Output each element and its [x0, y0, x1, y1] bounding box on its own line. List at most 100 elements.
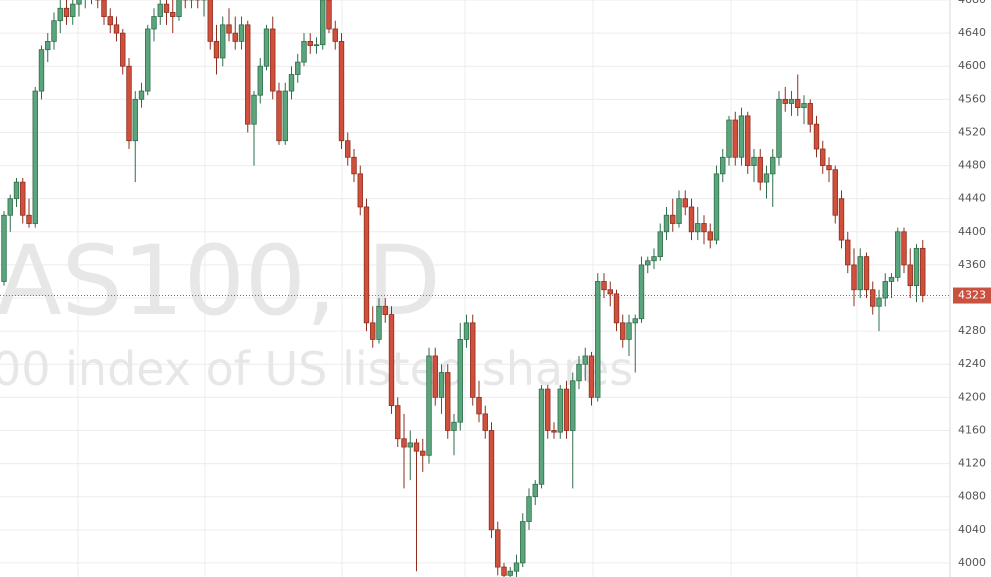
candle-body — [107, 16, 113, 26]
candle-body — [738, 115, 745, 158]
candle-body — [651, 256, 657, 262]
candle-body — [813, 123, 820, 150]
candle-body — [807, 103, 813, 125]
candle-body — [513, 562, 520, 572]
candle-body — [457, 339, 463, 423]
y-tick-label: 4000 — [958, 556, 986, 569]
candle-body — [857, 256, 863, 291]
y-tick-label: 4600 — [958, 59, 986, 72]
candle-body — [488, 430, 495, 531]
candle-body — [538, 388, 545, 485]
candle-body — [338, 40, 345, 142]
candle-body — [332, 28, 338, 42]
candle-body — [638, 264, 645, 320]
candle-body — [282, 90, 288, 142]
candle-body — [495, 529, 501, 568]
candle-body — [820, 148, 826, 166]
candle-body — [695, 223, 701, 233]
candle-body — [232, 32, 238, 42]
candle-body — [432, 355, 438, 398]
candle-body — [270, 28, 276, 92]
candle-body — [620, 322, 626, 340]
candle-body — [451, 421, 457, 431]
candle-body — [288, 74, 295, 92]
candle-body — [732, 119, 738, 158]
candle-body — [313, 44, 320, 47]
candle-body — [557, 388, 563, 433]
candle-body — [863, 256, 870, 291]
candle-body — [726, 119, 732, 158]
candle-body — [220, 24, 226, 59]
y-tick-label: 4120 — [958, 457, 986, 470]
candle-body — [501, 566, 507, 576]
candle-body — [720, 156, 726, 175]
candle-body — [295, 61, 301, 75]
candle-body — [688, 206, 695, 233]
candle-body — [307, 40, 313, 46]
candle-body — [895, 231, 901, 278]
candle-body — [163, 3, 170, 13]
candle-body — [345, 140, 351, 158]
candle-body — [113, 24, 120, 34]
candle-body — [120, 32, 126, 67]
candle-body — [251, 94, 257, 125]
candle-body — [170, 12, 176, 17]
y-tick-label: 4160 — [958, 423, 986, 436]
candle-body — [913, 247, 920, 287]
candle-body — [226, 24, 232, 34]
candle-body — [507, 570, 513, 576]
candle-body — [570, 380, 576, 431]
candle-body — [13, 181, 20, 200]
candle-body — [1, 214, 7, 282]
candle-body — [126, 65, 132, 142]
candle-body — [51, 20, 57, 42]
y-tick-label: 4360 — [958, 258, 986, 271]
candle-body — [370, 322, 376, 340]
candle-body — [32, 90, 38, 224]
candle-body — [920, 247, 926, 296]
candle-body — [776, 98, 782, 158]
y-tick-label: 4680 — [958, 0, 986, 6]
candle-body — [588, 355, 595, 398]
candle-body — [63, 7, 70, 17]
candle-body — [832, 169, 838, 216]
candle-body — [207, 0, 213, 42]
candle-body — [70, 3, 76, 17]
candle-body — [826, 165, 832, 171]
candle-body — [907, 264, 913, 287]
y-tick-label: 4080 — [958, 490, 986, 503]
candle-body — [845, 239, 851, 266]
candle-body — [701, 223, 707, 233]
candle-body — [213, 40, 220, 59]
watermark-subtitle: 00 index of US listed shares — [0, 342, 633, 396]
candle-body — [876, 297, 882, 307]
last-price-box — [953, 287, 991, 304]
y-tick-label: 4400 — [958, 225, 986, 238]
candle-body — [601, 281, 607, 291]
candle-body — [576, 363, 582, 382]
candle-body — [632, 318, 638, 324]
candle-body — [176, 0, 182, 17]
candle-body — [413, 442, 420, 452]
candle-body — [763, 173, 770, 183]
candle-body — [420, 450, 426, 456]
candle-body — [238, 24, 245, 42]
y-tick-label: 4520 — [958, 125, 986, 138]
candle-body — [626, 322, 632, 340]
candle-body — [901, 231, 907, 266]
candle-body — [795, 98, 801, 109]
candle-body — [676, 198, 682, 224]
candle-body — [101, 0, 107, 17]
candle-body — [882, 281, 888, 299]
candle-body — [520, 521, 526, 564]
candle-body — [707, 231, 713, 241]
candle-body — [751, 156, 757, 166]
candle-body — [682, 198, 688, 208]
candle-body — [57, 7, 63, 22]
candle-body — [157, 3, 163, 17]
candle-body — [482, 413, 488, 431]
candle-body — [613, 293, 620, 324]
candle-body — [851, 264, 857, 291]
